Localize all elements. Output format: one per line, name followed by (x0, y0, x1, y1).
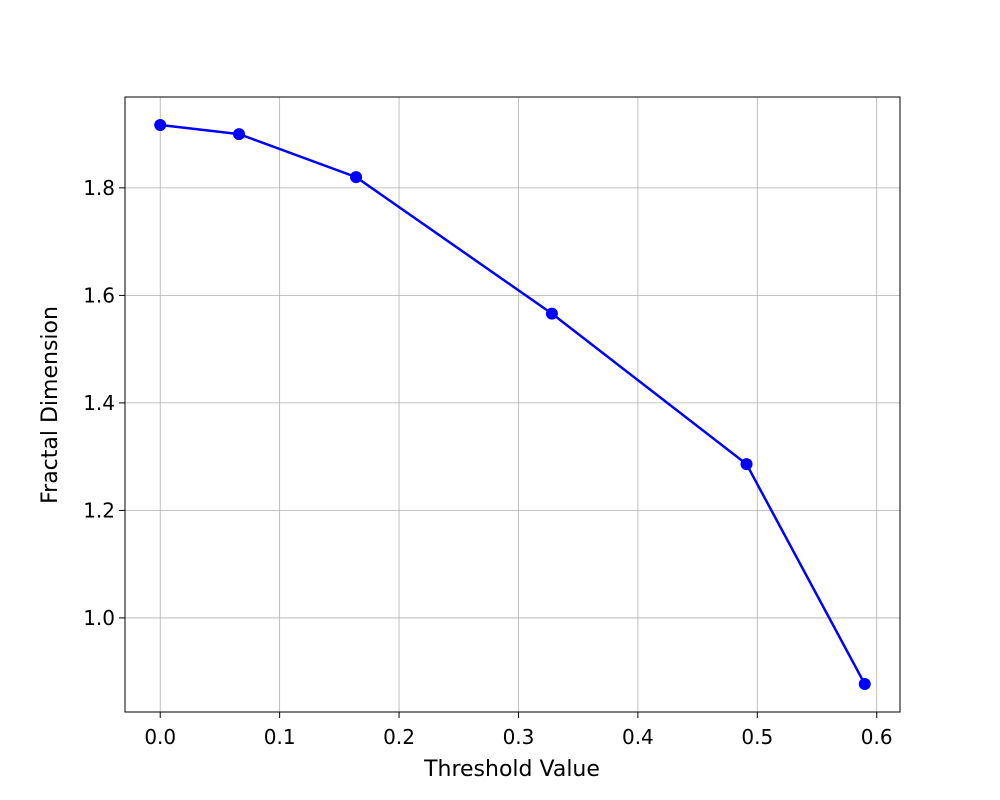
y-tick-label: 1.2 (83, 498, 115, 522)
y-tick-label: 1.4 (83, 391, 115, 415)
data-line (160, 123, 866, 685)
y-tick-label: 1.0 (83, 606, 115, 630)
data-point (233, 128, 246, 141)
data-point (545, 307, 558, 320)
y-tick-label: 1.8 (83, 176, 115, 200)
plot-frame (124, 96, 901, 713)
data-point (350, 171, 363, 184)
x-tick-label: 0.4 (622, 725, 654, 749)
data-point (858, 678, 871, 691)
x-tick-label: 0.6 (861, 725, 893, 749)
data-point (740, 458, 753, 471)
y-axis-label: Fractal Dimension (38, 306, 63, 504)
x-tick-label: 0.2 (383, 725, 415, 749)
x-tick-label: 0.3 (503, 725, 535, 749)
x-tick-label: 0.1 (264, 725, 296, 749)
y-tick-label: 1.6 (83, 283, 115, 307)
data-point (154, 118, 167, 131)
x-axis-label: Threshold Value (423, 757, 600, 782)
x-tick-label: 0.0 (144, 725, 176, 749)
x-tick-label: 0.5 (741, 725, 773, 749)
